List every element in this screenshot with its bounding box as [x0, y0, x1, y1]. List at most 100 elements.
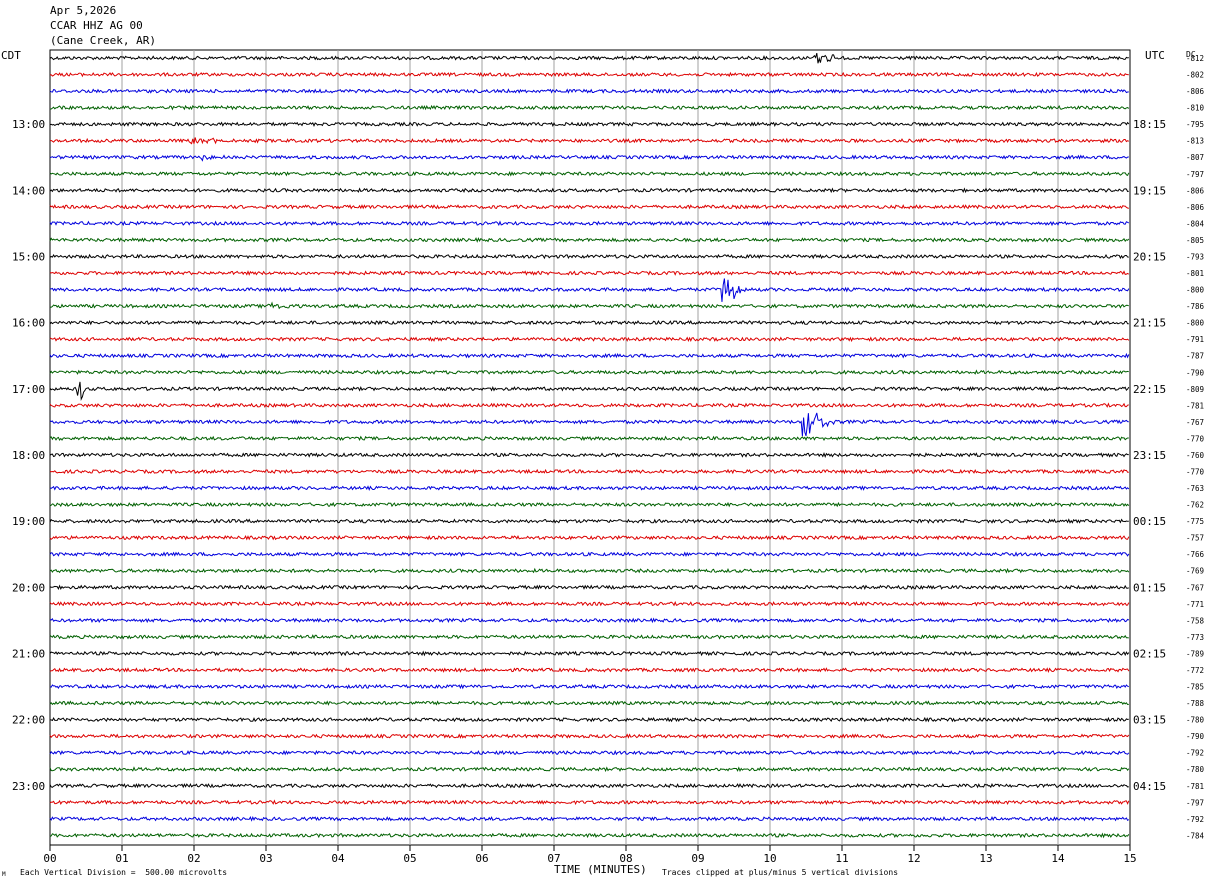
dc-offset-label: -809: [1186, 385, 1204, 394]
dc-offset-label: -790: [1186, 732, 1205, 741]
seismic-trace: [49, 278, 1130, 302]
seismic-trace: [49, 650, 1130, 657]
dc-offset-label: -760: [1186, 451, 1205, 460]
dc-offset-label: -780: [1186, 716, 1205, 725]
right-hour-label: 00:15: [1133, 515, 1166, 528]
right-hour-label: 04:15: [1133, 780, 1166, 793]
seismic-trace: [49, 270, 1130, 276]
seismic-trace: [49, 204, 1129, 210]
x-tick-label: 01: [115, 852, 128, 865]
seismic-trace: [49, 412, 1129, 437]
dc-offset-label: -802: [1186, 71, 1204, 80]
dc-offset-label: -773: [1186, 633, 1204, 642]
dc-offset-label: -793: [1186, 252, 1204, 261]
seismic-trace: [49, 352, 1130, 359]
left-hour-label: 18:00: [12, 449, 45, 462]
x-tick-label: 08: [619, 852, 632, 865]
dc-offset-label: -797: [1186, 798, 1204, 807]
x-tick-label: 15: [1123, 852, 1136, 865]
seismic-trace: [49, 435, 1129, 442]
dc-offset-label: -787: [1186, 352, 1204, 361]
left-timezone-label: CDT: [1, 49, 21, 62]
scale-note: Each Vertical Division = 500.00 microvol…: [20, 868, 228, 877]
right-hour-label: 01:15: [1133, 581, 1166, 594]
seismic-trace: [49, 567, 1130, 574]
x-axis-title: TIME (MINUTES): [554, 863, 647, 876]
dc-offset-label: -767: [1186, 418, 1204, 427]
left-hour-label: 22:00: [12, 714, 45, 727]
seismic-trace: [49, 52, 1129, 64]
dc-offset-label: -781: [1186, 401, 1204, 410]
seismic-trace: [49, 733, 1130, 739]
seismic-trace: [49, 551, 1130, 558]
seismic-trace: [49, 815, 1130, 822]
dc-offset-label: -797: [1186, 170, 1204, 179]
x-tick-label: 00: [43, 852, 56, 865]
dc-offset-label: -806: [1186, 203, 1205, 212]
seismic-trace: [49, 121, 1130, 127]
dc-offset-label: -800: [1186, 319, 1205, 328]
dc-offset-label: -762: [1186, 501, 1204, 510]
dc-offset-label: -770: [1186, 434, 1205, 443]
x-tick-label: 12: [907, 852, 920, 865]
seismic-trace: [49, 485, 1130, 491]
right-hour-label: 22:15: [1133, 383, 1166, 396]
dc-offset-label: -757: [1186, 534, 1204, 543]
seismic-trace: [49, 170, 1130, 177]
dc-offset-label: -805: [1186, 236, 1204, 245]
seismic-trace: [49, 88, 1129, 94]
dc-offset-label: -792: [1186, 749, 1204, 758]
seismic-trace: [49, 832, 1130, 839]
seismic-trace: [49, 402, 1129, 409]
x-tick-label: 03: [259, 852, 272, 865]
seismic-trace: [49, 700, 1129, 706]
right-hour-label: 03:15: [1133, 714, 1166, 727]
dc-offset-header: DC: [1186, 50, 1196, 59]
x-tick-label: 07: [547, 852, 560, 865]
x-tick-label: 14: [1051, 852, 1065, 865]
plot-frame: [49, 49, 1131, 846]
right-hour-label: 18:15: [1133, 118, 1166, 131]
seismic-trace: [49, 518, 1129, 524]
dc-offset-label: -806: [1186, 87, 1205, 96]
dc-offset-label: -766: [1186, 550, 1205, 559]
right-hour-label: 20:15: [1133, 250, 1166, 263]
seismic-trace: [49, 301, 1129, 310]
dc-offset-label: -781: [1186, 782, 1204, 791]
seismic-trace: [49, 749, 1130, 756]
seismic-trace: [49, 617, 1130, 624]
seismic-trace: [50, 716, 1129, 723]
seismic-trace: [49, 381, 1130, 401]
station-location: (Cane Creek, AR): [50, 34, 156, 47]
plot-date: Apr 5,2026: [50, 4, 117, 17]
dc-offset-label: -788: [1186, 699, 1205, 708]
seismic-trace: [49, 369, 1129, 375]
right-hour-label: 19:15: [1133, 184, 1166, 197]
dc-offset-label: -800: [1186, 286, 1205, 295]
seismic-trace: [49, 600, 1130, 607]
left-hour-label: 21:00: [12, 647, 45, 660]
left-hour-label: 14:00: [12, 184, 45, 197]
dc-offset-label: -804: [1186, 219, 1205, 228]
seismic-trace: [49, 468, 1129, 475]
seismic-trace: [49, 584, 1129, 591]
dc-offset-label: -807: [1186, 153, 1204, 162]
left-hour-label: 19:00: [12, 515, 45, 528]
dc-offset-label: -785: [1186, 683, 1204, 692]
seismic-trace: [49, 319, 1129, 326]
dc-offset-label: -812: [1186, 54, 1204, 63]
right-timezone-label: UTC: [1145, 49, 1165, 62]
right-hour-label: 02:15: [1133, 647, 1166, 660]
left-hour-label: 16:00: [12, 317, 45, 330]
seismic-trace: [49, 799, 1130, 806]
seismic-trace: [49, 187, 1129, 194]
dc-offset-label: -813: [1186, 137, 1204, 146]
x-tick-label: 13: [979, 852, 992, 865]
x-tick-label: 06: [475, 852, 488, 865]
dc-offset-label: -775: [1186, 517, 1204, 526]
seismic-trace: [49, 220, 1130, 227]
x-tick-label: 10: [763, 852, 776, 865]
dc-offset-label: -769: [1186, 567, 1204, 576]
seismic-trace: [49, 104, 1130, 111]
